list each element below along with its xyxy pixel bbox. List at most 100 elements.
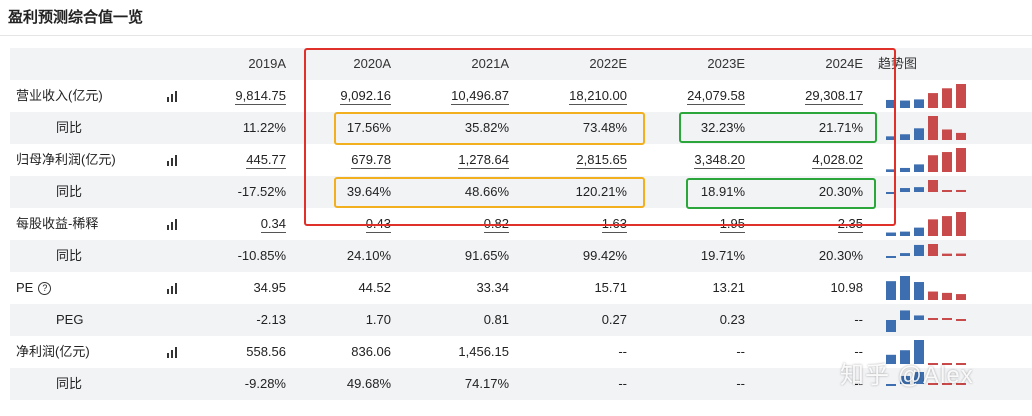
- spark-bar: [914, 372, 924, 384]
- value-text: 99.42%: [582, 248, 627, 263]
- spark-bar: [956, 212, 966, 236]
- highlight-yellow-box-2: [334, 177, 645, 208]
- spark-bar: [942, 318, 952, 320]
- table-row: 同比 11.22% 17.56% 35.82% 73.48% 32.23% 21.71%: [10, 112, 1032, 144]
- spark-bar: [886, 192, 896, 194]
- value-text: --: [618, 344, 627, 359]
- value-cell: --: [753, 368, 863, 400]
- value-text[interactable]: 10,496.87: [451, 88, 509, 105]
- value-text: 34.95: [253, 280, 286, 295]
- value-cell: 24.10%: [281, 240, 391, 272]
- value-text: 1.70: [365, 312, 391, 327]
- value-text: 13.21: [712, 280, 745, 295]
- value-cell: 10.98: [753, 272, 863, 304]
- value-text[interactable]: 1.95: [719, 216, 745, 233]
- table-row: 同比 -10.85% 24.10% 91.65% 99.42% 19.71% 20.30%: [10, 240, 1032, 272]
- value-text[interactable]: 1.63: [601, 216, 627, 233]
- bar-chart-icon[interactable]: [166, 155, 180, 166]
- value-text[interactable]: 679.78: [351, 152, 391, 169]
- spark-placeholder: [956, 383, 966, 385]
- value-text[interactable]: 0.82: [483, 216, 509, 233]
- table-row: PE? 34.95 44.52 33.34 15.71 13.21 10.98: [10, 272, 1032, 304]
- spark-bar: [928, 155, 938, 172]
- value-text: 32.23%: [700, 120, 745, 135]
- spark-bar: [900, 188, 910, 192]
- bar-chart-icon[interactable]: [166, 91, 180, 102]
- value-cell: 1.95: [635, 208, 745, 240]
- value-cell: --: [753, 304, 863, 336]
- spark-bar: [928, 291, 938, 300]
- value-cell: 20.30%: [753, 176, 863, 208]
- spark-bar: [956, 294, 966, 300]
- value-cell: 1,278.64: [399, 144, 509, 176]
- value-text[interactable]: 3,348.20: [694, 152, 745, 169]
- value-cell: 24,079.58: [635, 80, 745, 112]
- spark-bar: [886, 136, 896, 140]
- spark-bar: [900, 375, 910, 384]
- spark-bar: [900, 100, 910, 108]
- value-text: 15.71: [594, 280, 627, 295]
- spark-placeholder: [942, 383, 952, 385]
- value-text: 0.23: [719, 312, 745, 327]
- value-text: 120.21%: [575, 184, 627, 199]
- spark-bar: [900, 350, 910, 364]
- value-cell: -2.13: [176, 304, 286, 336]
- value-text: 49.68%: [346, 376, 391, 391]
- value-text[interactable]: 0.34: [260, 216, 286, 233]
- row-label-text: PEG: [56, 312, 84, 327]
- spark-bar: [956, 148, 966, 172]
- trend-sparkline: [886, 276, 966, 300]
- spark-bar: [942, 253, 952, 256]
- bar-chart-icon[interactable]: [166, 347, 180, 358]
- watermark: 知乎 @Alex: [840, 362, 974, 389]
- value-cell: 1.70: [281, 304, 391, 336]
- value-text[interactable]: 9,814.75: [235, 88, 286, 105]
- value-text: -17.52%: [237, 184, 286, 199]
- value-text[interactable]: 0.43: [365, 216, 391, 233]
- value-cell: 73.48%: [517, 112, 627, 144]
- row-label-text: 营业收入(亿元): [16, 88, 103, 103]
- value-cell: 99.42%: [517, 240, 627, 272]
- spark-bar: [914, 164, 924, 172]
- value-text: --: [618, 376, 627, 391]
- bar-chart-icon[interactable]: [166, 219, 180, 230]
- value-text[interactable]: 29,308.17: [805, 88, 863, 105]
- value-cell: 35.82%: [399, 112, 509, 144]
- value-text[interactable]: 445.77: [246, 152, 286, 169]
- spark-bar: [942, 292, 952, 300]
- value-text: 17.56%: [346, 120, 391, 135]
- spark-placeholder: [928, 383, 938, 385]
- value-cell: 445.77: [176, 144, 286, 176]
- spark-bar: [886, 354, 896, 364]
- value-text[interactable]: 18,210.00: [569, 88, 627, 105]
- value-cell: 836.06: [281, 336, 391, 368]
- value-text[interactable]: 4,028.02: [812, 152, 863, 169]
- value-cell: --: [517, 368, 627, 400]
- value-cell: -17.52%: [176, 176, 286, 208]
- value-cell: 3,348.20: [635, 144, 745, 176]
- help-icon[interactable]: ?: [38, 282, 52, 295]
- value-text: 20.30%: [818, 184, 863, 199]
- table-row: 同比 -17.52% 39.64% 48.66% 120.21% 18.91% 20.30%: [10, 176, 1032, 208]
- value-cell: --: [753, 336, 863, 368]
- value-text[interactable]: 1,278.64: [458, 152, 509, 169]
- spark-bar: [942, 152, 952, 172]
- value-text[interactable]: 2,815.65: [576, 152, 627, 169]
- row-label: 同比: [56, 368, 82, 400]
- spark-bar: [928, 180, 938, 192]
- value-text: 44.52: [358, 280, 391, 295]
- value-text[interactable]: 24,079.58: [687, 88, 745, 105]
- spark-bar: [914, 340, 924, 364]
- value-text[interactable]: 2.35: [837, 216, 863, 233]
- bar-chart-icon[interactable]: [166, 283, 180, 294]
- row-label: 归母净利润(亿元): [16, 144, 116, 176]
- year-header-2022E: 2022E: [589, 56, 627, 71]
- highlight-yellow-box-1: [334, 112, 645, 145]
- trend-chart-header: 趋势图: [878, 56, 918, 71]
- value-cell: 679.78: [281, 144, 391, 176]
- spark-bar: [914, 315, 924, 320]
- value-text[interactable]: 9,092.16: [340, 88, 391, 105]
- trend-sparkline: [886, 310, 966, 332]
- table-row: 净利润(亿元) 558.56 836.06 1,456.15 -- -- --: [10, 336, 1032, 368]
- value-text: 48.66%: [464, 184, 509, 199]
